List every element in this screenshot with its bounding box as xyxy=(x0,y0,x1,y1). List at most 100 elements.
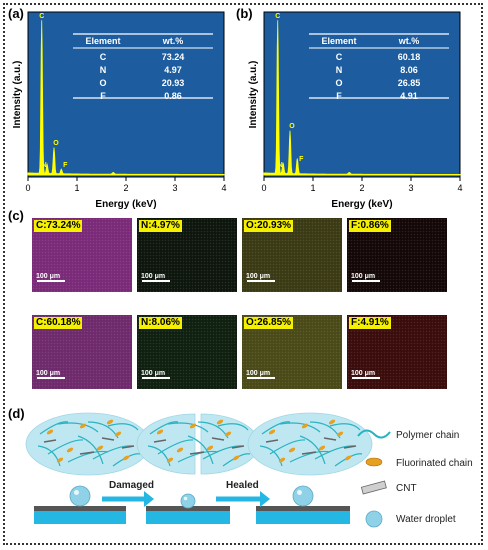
substrate-damaged xyxy=(146,510,230,524)
fluorinated-chain-mark xyxy=(79,423,87,429)
peak-label-f: F xyxy=(63,162,68,169)
polymer-chain-line xyxy=(279,422,321,433)
polymer-chain-line xyxy=(112,453,141,467)
scale-bar xyxy=(352,377,380,379)
fluorinated-chain-mark xyxy=(156,429,164,435)
x-tick-label: 2 xyxy=(123,183,128,193)
cnt-mark xyxy=(43,439,57,443)
fluorinated-chain-mark xyxy=(114,431,122,437)
damaged-arrow-label: Damaged xyxy=(109,480,155,491)
polymer-chain-line xyxy=(107,423,139,431)
scale-bar xyxy=(142,377,170,379)
x-tick-label: 3 xyxy=(408,183,413,193)
peak-label-n: N xyxy=(278,162,283,169)
table-cell-value: 8.06 xyxy=(400,65,418,75)
x-axis-label: Energy (keV) xyxy=(331,199,392,210)
element-map-tile: O:20.93% 100 μm xyxy=(242,218,342,292)
network-half-left xyxy=(136,413,196,475)
cnt-legend-icon xyxy=(360,480,387,495)
element-map-label: F:4.91% xyxy=(349,317,391,329)
fluorinated-chain-mark xyxy=(166,457,174,463)
table-cell-element: N xyxy=(336,65,343,75)
legend-cnt: CNT xyxy=(396,483,417,494)
element-map-label: N:4.97% xyxy=(139,220,182,232)
plot-area xyxy=(263,11,461,178)
polymer-chain-line xyxy=(187,435,214,465)
element-map-tile: F:0.86% 100 μm xyxy=(347,218,447,292)
polymer-chain-line xyxy=(167,422,209,433)
peak-label-c: C xyxy=(39,13,44,20)
fluorinated-chain-mark xyxy=(268,429,276,435)
cnt-mark xyxy=(121,445,135,449)
element-map-label: F:0.86% xyxy=(349,220,391,232)
fluorinated-chain-legend-icon xyxy=(365,457,383,467)
water-droplet-legend-icon xyxy=(365,510,383,528)
table-cell-element: C xyxy=(336,52,343,62)
polymer-network-original xyxy=(25,412,151,476)
fluorinated-chain-mark xyxy=(288,447,296,453)
fluorinated-chain-mark xyxy=(189,423,197,429)
polymer-chain-line xyxy=(329,423,361,431)
fluorinated-chain-mark xyxy=(206,445,214,451)
fluorinated-chain-mark xyxy=(176,447,184,453)
scale-bar xyxy=(37,377,65,379)
polymer-chain-line xyxy=(259,445,283,467)
peak-label-n: N xyxy=(42,162,47,169)
peak-label-f: F xyxy=(299,156,304,163)
fluorinated-chain-mark xyxy=(224,431,232,437)
polymer-chain-line xyxy=(57,422,99,433)
y-axis-label: Intensity (a.u.) xyxy=(12,61,23,129)
table-cell-value: 4.97 xyxy=(164,65,182,75)
element-map-tile: F:4.91% 100 μm xyxy=(347,315,447,389)
water-droplet-damaged xyxy=(180,493,196,509)
panel-label-d: (d) xyxy=(8,406,25,421)
x-tick-label: 1 xyxy=(74,183,79,193)
table-header-element: Element xyxy=(85,36,120,46)
cnt-mark xyxy=(101,437,115,441)
table-cell-element: F xyxy=(336,91,342,101)
droplet-highlight xyxy=(297,490,302,495)
table-header-wt: wt.% xyxy=(162,36,184,46)
droplet-highlight xyxy=(74,490,79,495)
table-cell-element: N xyxy=(100,65,107,75)
polymer-chain-legend-icon xyxy=(357,429,391,439)
element-map-label: C:60.18% xyxy=(34,317,83,329)
fluorinated-chain-mark xyxy=(106,419,114,425)
scale-bar xyxy=(352,280,380,282)
x-tick-label: 0 xyxy=(261,183,266,193)
spectrum-series xyxy=(27,20,225,176)
cnt-mark xyxy=(79,451,95,455)
element-map-label: O:20.93% xyxy=(244,220,294,232)
table-cell-element: F xyxy=(100,91,106,101)
damaged-arrow-head xyxy=(144,491,154,507)
scale-bar-label: 100 μm xyxy=(351,370,376,377)
scale-bar-label: 100 μm xyxy=(141,370,166,377)
fluorinated-chain-mark xyxy=(344,455,352,461)
element-map-tile: C:73.24% 100 μm xyxy=(32,218,132,292)
scale-bar-label: 100 μm xyxy=(141,273,166,280)
polymer-network-damaged xyxy=(136,413,260,475)
polymer-chain-line xyxy=(217,423,249,431)
scale-bar-label: 100 μm xyxy=(351,273,376,280)
table-cell-value: 60.18 xyxy=(398,52,421,62)
droplet-highlight xyxy=(183,496,188,501)
self-healing-schematic xyxy=(25,412,391,528)
cnt-mark xyxy=(343,445,357,449)
cnt-coating-healed xyxy=(256,506,350,511)
x-axis-label: Energy (keV) xyxy=(95,199,156,210)
element-map-tile: O:26.85% 100 μm xyxy=(242,315,342,389)
legend-polymer-chain: Polymer chain xyxy=(396,430,460,441)
fluorinated-chain-mark xyxy=(336,431,344,437)
scale-bar xyxy=(247,280,275,282)
cnt-mark xyxy=(231,445,245,449)
cnt-coating-original xyxy=(34,506,126,511)
cnt-mark xyxy=(265,439,279,443)
peak-label-o: O xyxy=(53,140,59,147)
scale-bar-label: 100 μm xyxy=(246,370,271,377)
polymer-chain-line xyxy=(39,421,69,435)
cnt-mark xyxy=(301,451,317,455)
plot-area xyxy=(27,11,225,178)
fluorinated-chain-mark xyxy=(301,423,309,429)
